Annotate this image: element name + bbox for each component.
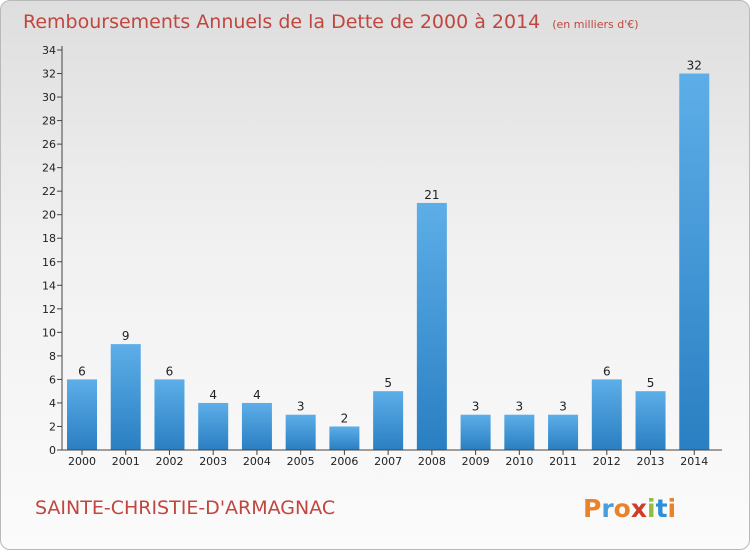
bar <box>635 391 666 450</box>
bar-value-label: 3 <box>516 400 524 414</box>
y-tick-label: 6 <box>49 373 56 386</box>
chart-title-main: Remboursements Annuels de la Dette de 20… <box>23 11 540 33</box>
x-tick-label: 2003 <box>199 455 227 468</box>
bar-value-label: 6 <box>78 364 86 378</box>
y-tick-label: 24 <box>42 162 56 175</box>
bar <box>548 414 579 450</box>
y-tick-label: 10 <box>42 326 56 339</box>
y-tick-label: 8 <box>49 350 56 363</box>
logo-letter: i <box>647 494 656 523</box>
y-tick-label: 18 <box>42 232 56 245</box>
bar-value-label: 5 <box>647 376 655 390</box>
x-tick-label: 2010 <box>505 455 533 468</box>
y-tick-label: 22 <box>42 185 56 198</box>
chart-title: Remboursements Annuels de la Dette de 20… <box>23 11 639 33</box>
x-tick-label: 2001 <box>112 455 140 468</box>
x-axis: 2000 2001 2002 2003 2004 2005 2006 2007 2008 2009… <box>62 449 722 468</box>
bar-value-label: 6 <box>166 364 174 378</box>
proxiti-logo: Proxiti <box>583 494 676 523</box>
bar <box>373 391 404 450</box>
bar-value-label: 9 <box>122 329 130 343</box>
bar-value-label: 4 <box>253 388 261 402</box>
bar <box>110 344 141 450</box>
bar-value-label: 32 <box>687 59 702 73</box>
y-tick-label: 32 <box>42 68 56 81</box>
x-tick-label: 2008 <box>418 455 446 468</box>
y-tick-label: 14 <box>42 279 56 292</box>
y-tick-label: 28 <box>42 115 56 128</box>
bar <box>504 414 535 450</box>
x-tick-label: 2004 <box>243 455 271 468</box>
y-tick-label: 4 <box>49 397 56 410</box>
x-tick-label: 2006 <box>330 455 358 468</box>
x-tick-label: 2011 <box>549 455 577 468</box>
bar <box>198 402 229 450</box>
y-tick-label: 26 <box>42 138 56 151</box>
bar <box>285 414 316 450</box>
x-tick-label: 2000 <box>68 455 96 468</box>
y-tick-label: 0 <box>49 444 56 457</box>
bar <box>67 379 97 450</box>
y-tick-label: 2 <box>49 420 56 433</box>
x-tick-label: 2009 <box>462 455 490 468</box>
bar <box>329 426 360 450</box>
bar <box>679 73 710 450</box>
x-tick-label: 2007 <box>374 455 402 468</box>
bar-value-label: 21 <box>424 188 439 202</box>
logo-letter: x <box>631 494 647 523</box>
logo-letter: t <box>656 494 668 523</box>
x-tick-label: 2013 <box>637 455 665 468</box>
bar-value-label: 2 <box>341 411 349 425</box>
logo-letter: P <box>583 494 601 523</box>
logo-letter: r <box>601 494 614 523</box>
bar <box>154 379 185 450</box>
bar-value-label: 3 <box>472 400 480 414</box>
bar <box>241 402 272 450</box>
chart-title-unit: (en milliers d'€) <box>552 18 638 31</box>
bar-value-label: 3 <box>297 400 305 414</box>
y-tick-label: 12 <box>42 303 56 316</box>
logo-letter: i <box>668 494 677 523</box>
logo-letter: o <box>614 494 631 523</box>
bar <box>460 414 491 450</box>
bar-value-label: 6 <box>603 364 611 378</box>
x-tick-label: 2012 <box>593 455 621 468</box>
bar <box>591 379 622 450</box>
bar-value-label: 5 <box>384 376 392 390</box>
bar-value-label: 3 <box>559 400 567 414</box>
y-tick-label: 30 <box>42 91 56 104</box>
bar-value-label: 4 <box>209 388 217 402</box>
commune-name: SAINTE-CHRISTIE-D'ARMAGNAC <box>35 497 335 519</box>
x-tick-label: 2002 <box>155 455 183 468</box>
x-tick-label: 2005 <box>287 455 315 468</box>
bar <box>416 202 447 450</box>
y-tick-label: 34 <box>42 44 56 57</box>
y-tick-label: 16 <box>42 256 56 269</box>
y-tick-label: 20 <box>42 209 56 222</box>
x-tick-label: 2014 <box>680 455 708 468</box>
